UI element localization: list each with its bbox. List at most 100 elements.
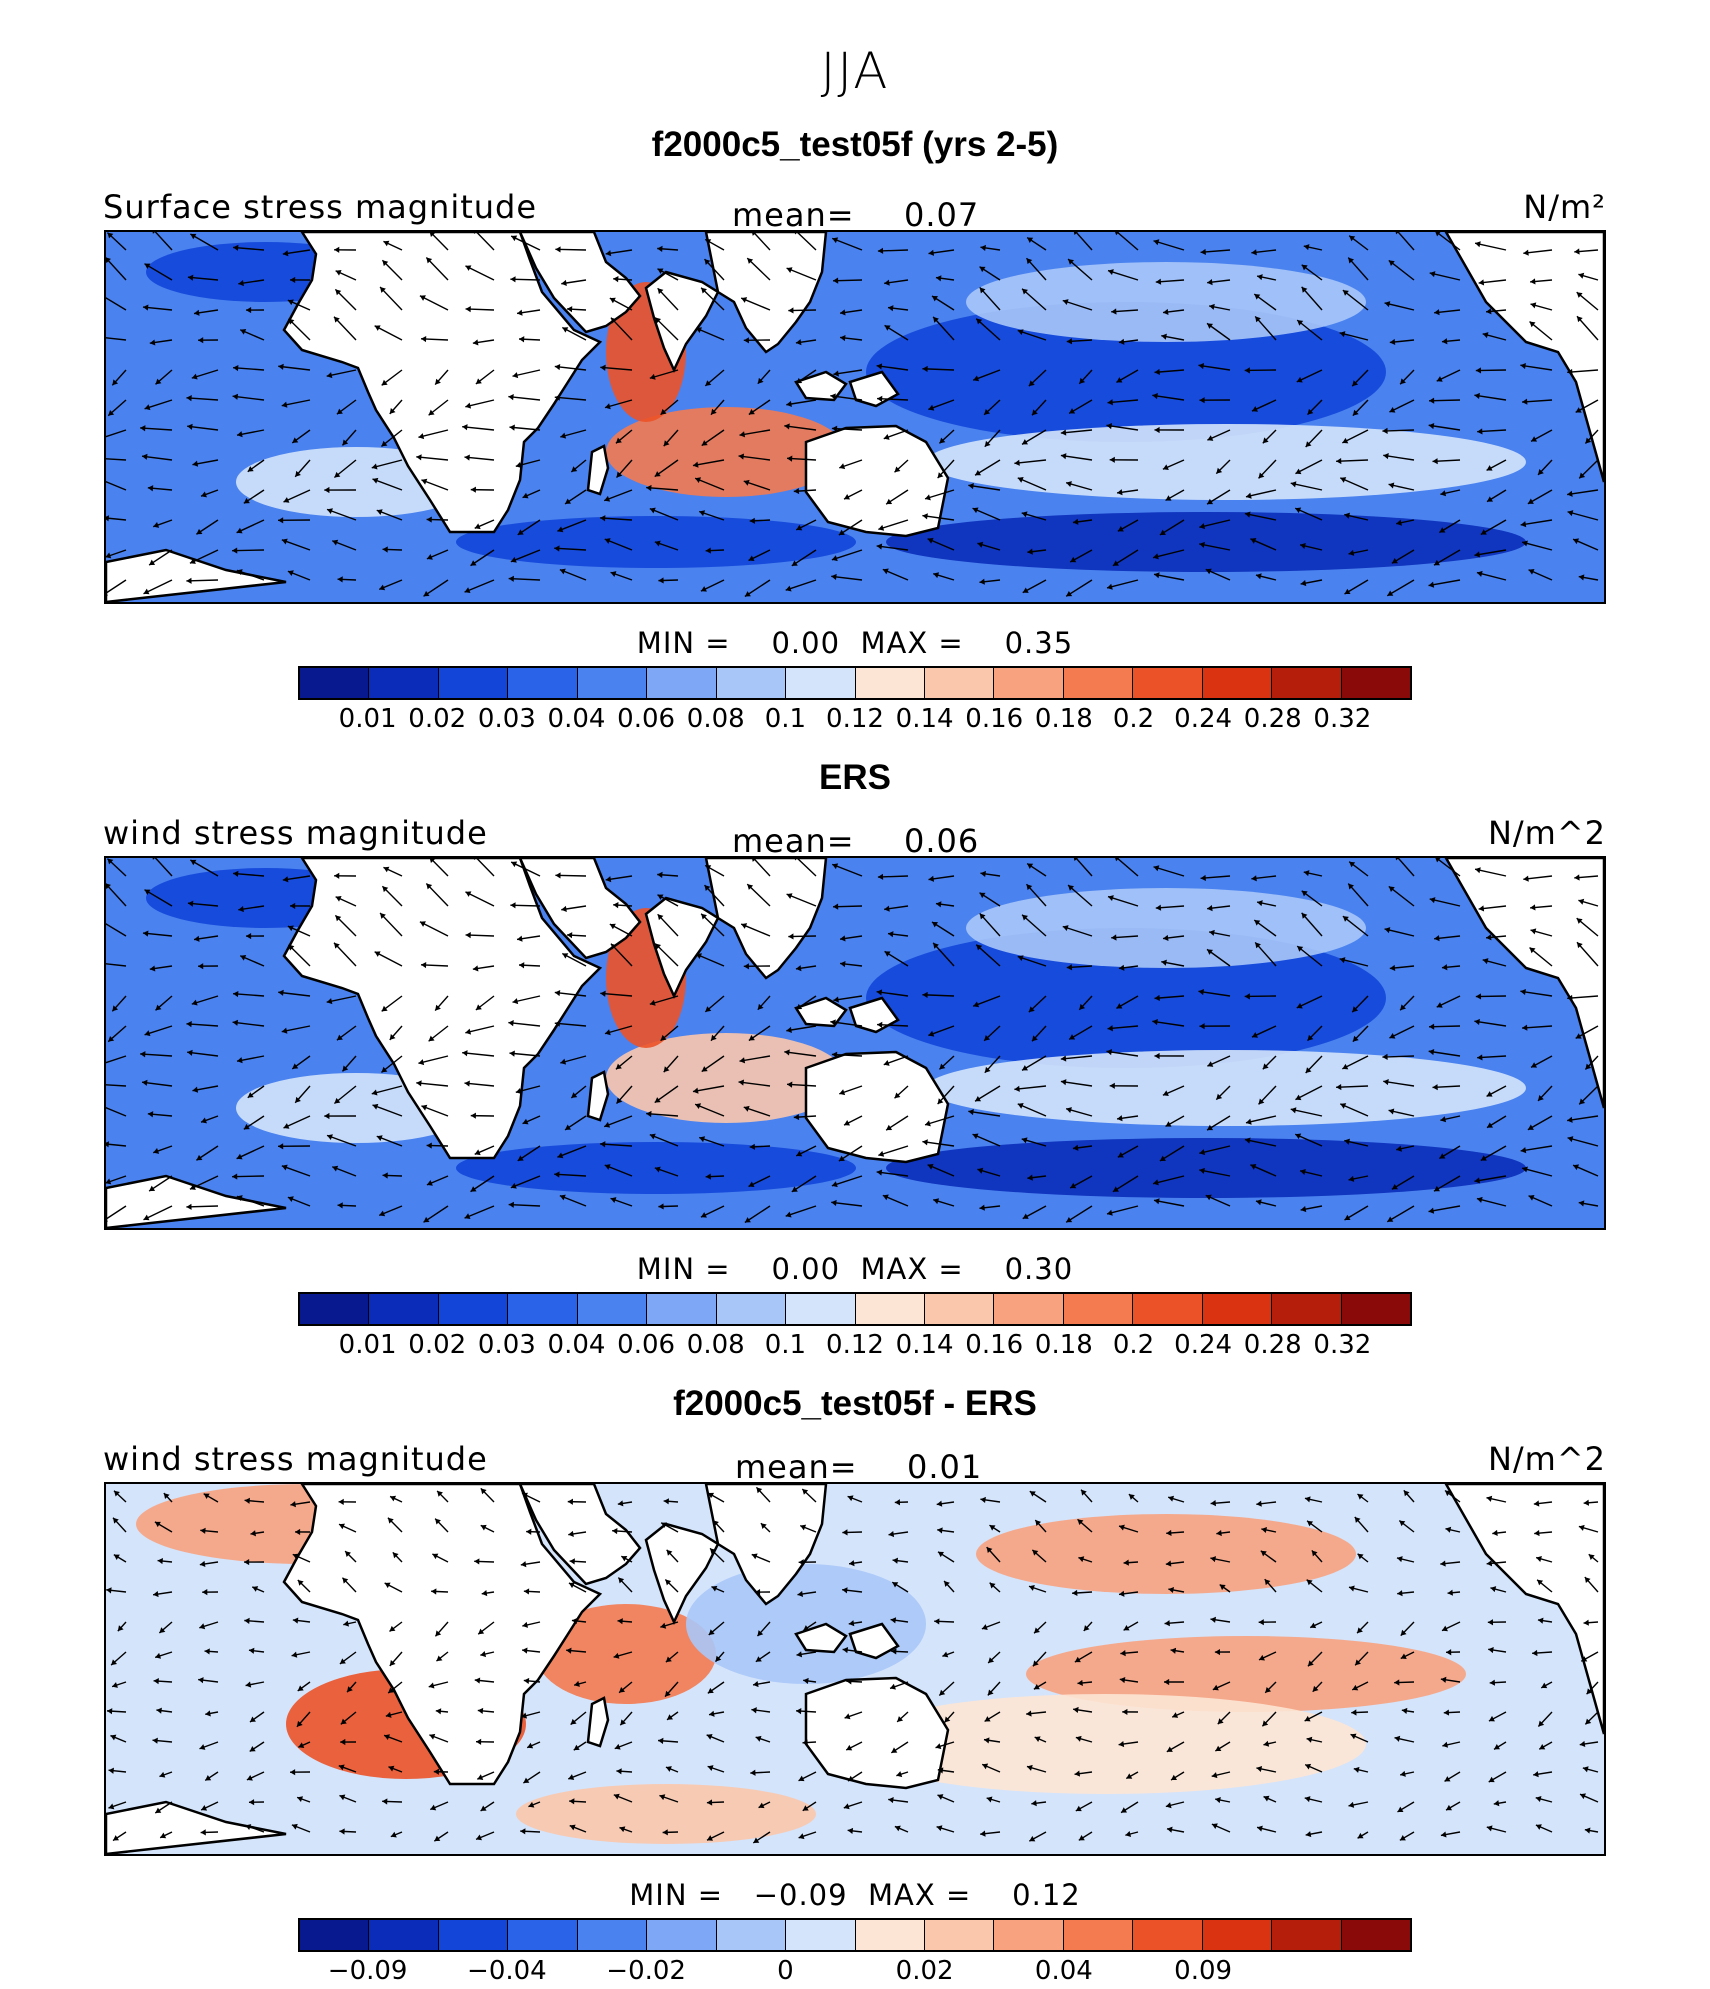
wind-vector-head — [189, 1184, 196, 1190]
wind-vector-head — [753, 1837, 760, 1843]
wind-vector — [877, 397, 909, 401]
wind-vector-head — [760, 1523, 767, 1530]
coastline — [704, 232, 828, 354]
wind-vector-head — [561, 279, 567, 287]
wind-vector-head — [381, 379, 388, 386]
wind-vector-head — [233, 990, 239, 998]
wind-vector-head — [786, 400, 792, 407]
wind-vector-head — [1075, 1735, 1082, 1742]
wind-vector-head — [613, 902, 619, 909]
wind-vector-head — [1170, 1647, 1177, 1654]
wind-vector-head — [1474, 551, 1481, 558]
wind-vector-head — [877, 1021, 883, 1028]
wind-vector — [1435, 232, 1461, 251]
wind-vector-head — [793, 487, 800, 495]
wind-vector-head — [939, 1689, 946, 1696]
wind-vector — [968, 1110, 1001, 1117]
wind-vector — [374, 951, 403, 967]
wind-vector — [186, 1205, 219, 1208]
wind-vector-head — [140, 1051, 146, 1058]
wind-vector-head — [1400, 1770, 1406, 1777]
wind-vector-head — [147, 485, 154, 492]
wind-vector-head — [420, 961, 427, 969]
wind-vector-head — [661, 1522, 668, 1528]
wind-vector-head — [1162, 464, 1169, 470]
wind-vector-head — [1106, 1049, 1113, 1056]
wind-vector-head — [600, 364, 606, 371]
contour-field-blob — [926, 424, 1526, 500]
wind-vector-head — [1301, 912, 1308, 919]
wind-vector-head — [894, 1499, 901, 1506]
colorbar-tick-label: 0.28 — [1243, 1330, 1302, 1360]
wind-vector-head — [748, 409, 755, 415]
colorbar-tick-label: 0.08 — [686, 1330, 745, 1360]
wind-vector-head — [748, 1035, 755, 1041]
wind-vector — [425, 883, 449, 907]
wind-vector-head — [751, 1707, 757, 1714]
wind-vector — [1567, 1137, 1599, 1147]
wind-vector-head — [1357, 1627, 1363, 1634]
wind-vector-head — [1486, 934, 1492, 941]
colorbar-swatch — [369, 1294, 439, 1324]
wind-vector-head — [1116, 1003, 1123, 1009]
wind-vector-head — [1295, 507, 1302, 514]
wind-vector-head — [291, 1823, 298, 1830]
wind-vector-head — [1207, 905, 1213, 912]
wind-vector-head — [426, 1142, 432, 1149]
wind-vector-head — [1081, 1489, 1087, 1496]
wind-vector-head — [646, 1110, 652, 1118]
wind-vector-head — [1567, 1136, 1574, 1143]
wind-vector-head — [1118, 964, 1125, 971]
wind-vector-head — [387, 1517, 394, 1524]
wind-vector-head — [334, 1097, 341, 1104]
wind-vector-head — [1154, 572, 1160, 579]
wind-vector-head — [1487, 1619, 1494, 1626]
colorbar-swatch — [1272, 1920, 1342, 1950]
wind-vector-head — [840, 335, 846, 342]
wind-vector-head — [1161, 333, 1167, 340]
wind-vector-head — [510, 276, 516, 283]
wind-vector — [784, 425, 817, 431]
coastline — [644, 270, 720, 374]
wind-vector-head — [654, 471, 661, 477]
wind-vector-head — [290, 1769, 296, 1776]
wind-vector-head — [658, 1737, 664, 1744]
wind-vector-head — [621, 1555, 628, 1562]
wind-vector — [700, 913, 725, 937]
wind-vector-head — [106, 1708, 113, 1715]
wind-vector-head — [933, 942, 939, 949]
wind-vector-head — [976, 944, 983, 951]
wind-vector-head — [281, 1027, 288, 1034]
wind-vector-head — [297, 1579, 304, 1586]
panel-1-map-canvas — [106, 232, 1604, 602]
wind-vector-head — [435, 378, 441, 385]
wind-vector-head — [298, 1742, 305, 1748]
colorbar-swatch — [438, 1920, 509, 1950]
wind-vector-head — [1017, 477, 1024, 483]
wind-vector-head — [384, 1582, 391, 1589]
wind-vector-head — [106, 592, 108, 596]
coastline — [804, 424, 950, 538]
wind-vector-head — [616, 1768, 622, 1775]
wind-vector-head — [1522, 540, 1528, 547]
wind-vector-head — [1029, 1835, 1036, 1842]
wind-vector-head — [288, 318, 295, 325]
wind-vector — [189, 1175, 219, 1190]
wind-vector — [106, 923, 127, 937]
wind-vector-head — [1301, 286, 1308, 293]
wind-vector-head — [1022, 587, 1029, 593]
wind-vector-head — [1475, 241, 1481, 248]
wind-vector — [106, 480, 127, 491]
wind-vector-head — [1444, 1776, 1451, 1782]
wind-vector — [140, 1053, 173, 1057]
wind-vector — [600, 1143, 633, 1147]
colorbar-swatch — [1133, 668, 1203, 698]
wind-vector-head — [942, 1651, 949, 1658]
wind-vector-head — [1109, 1082, 1115, 1089]
colorbar-tick-label: 0.14 — [895, 704, 954, 734]
wind-vector-head — [936, 1500, 943, 1507]
wind-vector-head — [839, 1089, 846, 1096]
wind-vector-head — [287, 1196, 294, 1203]
contour-field-blob — [606, 1033, 846, 1123]
wind-vector-head — [891, 1648, 897, 1655]
